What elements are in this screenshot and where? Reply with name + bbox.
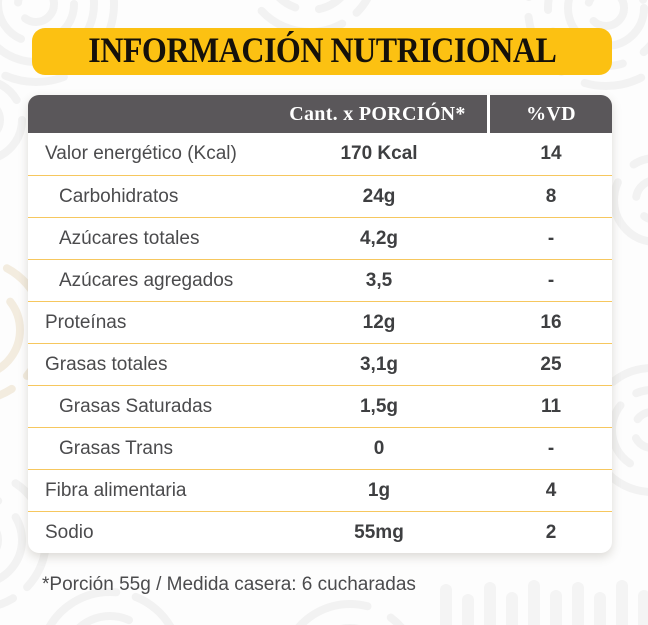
nutrient-label: Azúcares totales [59, 227, 200, 249]
nutrient-label: Carbohidratos [59, 185, 179, 207]
table-row: Valor energético (Kcal) 170 Kcal 14 [28, 133, 612, 175]
header-dv-label: %VD [526, 102, 576, 125]
nutrient-label: Valor energético (Kcal) [45, 143, 237, 164]
dv-value: 11 [540, 395, 562, 417]
nutrient-label: Proteínas [45, 311, 127, 333]
dv-value: 8 [545, 185, 557, 207]
dv-value: 25 [540, 353, 562, 375]
header-column-divider [487, 95, 490, 133]
dv-value: - [547, 269, 555, 291]
table-row: Azúcares agregados 3,5 - [28, 259, 612, 301]
serving-footnote: *Porción 55g / Medida casera: 6 cucharad… [42, 574, 416, 595]
amount-value: 170 Kcal [340, 143, 418, 164]
nutrient-label: Grasas Saturadas [59, 395, 213, 417]
header-amount-label: Cant. x PORCIÓN* [289, 102, 466, 125]
table-row: Grasas Saturadas 1,5g 11 [28, 385, 612, 427]
table-row: Sodio 55mg 2 [28, 511, 612, 553]
nutrition-table: Cant. x PORCIÓN* %VD Valor energético (K… [28, 95, 612, 553]
dv-value: 16 [540, 311, 562, 333]
amount-value: 55mg [354, 521, 404, 543]
nutrient-label: Fibra alimentaria [45, 479, 187, 501]
table-header: Cant. x PORCIÓN* %VD [28, 95, 612, 133]
amount-value: 24g [362, 185, 396, 207]
dv-value: 4 [545, 479, 557, 501]
amount-value: 0 [373, 437, 385, 459]
dv-value: 14 [540, 143, 562, 164]
amount-value: 4,2g [359, 227, 399, 249]
amount-value: 12g [362, 311, 396, 333]
title-banner: INFORMACIÓN NUTRICIONAL [32, 28, 612, 75]
dv-value: 2 [545, 521, 557, 543]
page-title: INFORMACIÓN NUTRICIONAL [87, 31, 557, 71]
table-body: Valor energético (Kcal) 170 Kcal 14 Carb… [28, 133, 612, 553]
nutrient-label: Azúcares agregados [59, 269, 234, 291]
table-row: Grasas Trans 0 - [28, 427, 612, 469]
amount-value: 1g [367, 479, 391, 501]
amount-value: 1,5g [359, 395, 399, 417]
table-row: Proteínas 12g 16 [28, 301, 612, 343]
dv-value: - [547, 227, 555, 249]
amount-value: 3,1g [359, 353, 399, 375]
nutrient-label: Grasas totales [45, 353, 168, 375]
table-row: Grasas totales 3,1g 25 [28, 343, 612, 385]
dv-value: - [547, 437, 555, 459]
table-row: Carbohidratos 24g 8 [28, 175, 612, 217]
nutrient-label: Sodio [45, 521, 94, 543]
header-spacer-cell [28, 95, 268, 133]
amount-value: 3,5 [365, 269, 393, 291]
table-row: Fibra alimentaria 1g 4 [28, 469, 612, 511]
nutrient-label: Grasas Trans [59, 437, 174, 459]
table-row: Azúcares totales 4,2g - [28, 217, 612, 259]
